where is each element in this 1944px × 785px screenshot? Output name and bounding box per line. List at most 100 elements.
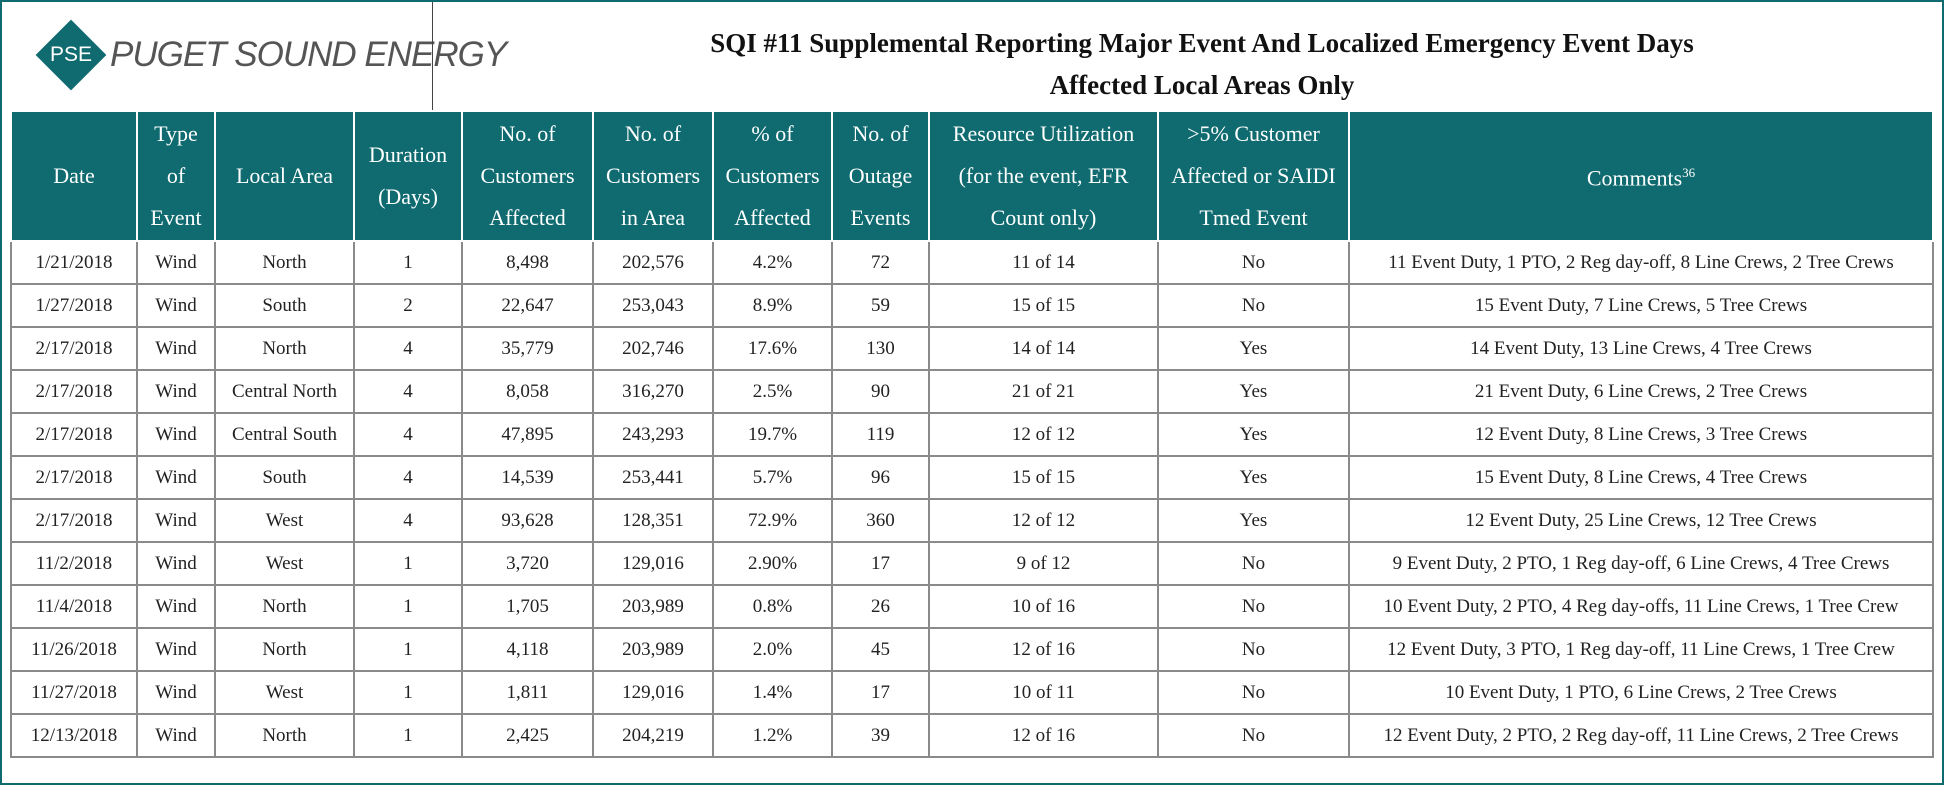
table-cell: 2/17/2018 <box>10 369 138 414</box>
logo-mark: PSE <box>35 19 107 91</box>
table-cell: 0.8% <box>712 584 833 629</box>
table-cell: 1 <box>353 713 463 758</box>
table-cell: 2/17/2018 <box>10 326 138 371</box>
header-line: Count only) <box>990 205 1097 230</box>
table-cell: 1/21/2018 <box>10 240 138 285</box>
table-cell: 2,425 <box>461 713 594 758</box>
table-cell: 1,705 <box>461 584 594 629</box>
header-line: (Days) <box>378 184 438 209</box>
header-line: No. of <box>852 121 909 146</box>
table-cell: 203,989 <box>592 627 714 672</box>
column-header: Local Area <box>214 110 355 242</box>
table-cell: 11 of 14 <box>928 240 1159 285</box>
table-row: 2/17/2018 Wind North 4 35,779 202,746 17.6% 130… <box>10 326 1934 371</box>
header-line: No. of <box>499 121 556 146</box>
table-cell: Wind <box>136 283 216 328</box>
table-row: 2/17/2018 Wind Central South 4 47,895 243,293… <box>10 412 1934 457</box>
table-cell: 1/27/2018 <box>10 283 138 328</box>
title: SQI #11 Supplemental Reporting Major Eve… <box>710 28 1694 58</box>
table-cell: Wind <box>136 713 216 758</box>
table-cell: North <box>214 713 355 758</box>
table-cell: 12 of 12 <box>928 412 1159 457</box>
table-cell: 204,219 <box>592 713 714 758</box>
table-cell: 1 <box>353 584 463 629</box>
header-line: Events <box>850 205 911 230</box>
table-cell: Wind <box>136 541 216 586</box>
table-cell: 12 Event Duty, 2 PTO, 2 Reg day-off, 11 … <box>1348 713 1934 758</box>
table-cell: 128,351 <box>592 498 714 543</box>
table-cell: 11 Event Duty, 1 PTO, 2 Reg day-off, 8 L… <box>1348 240 1934 285</box>
table-row: 12/13/2018 Wind North 1 2,425 204,219 1.2% 39 12… <box>10 713 1934 758</box>
table-cell: 130 <box>831 326 930 371</box>
column-header: Comments36 <box>1348 110 1934 242</box>
table-cell: 119 <box>831 412 930 457</box>
table-cell: South <box>214 283 355 328</box>
table-cell: Wind <box>136 627 216 672</box>
table-cell: 4,118 <box>461 627 594 672</box>
column-header: No. of Customers in Area <box>592 110 714 242</box>
table-cell: 316,270 <box>592 369 714 414</box>
table-cell: 19.7% <box>712 412 833 457</box>
column-header: No. of Customers Affected <box>461 110 594 242</box>
table-cell: 12 Event Duty, 3 PTO, 1 Reg day-off, 11 … <box>1348 627 1934 672</box>
table-cell: 129,016 <box>592 541 714 586</box>
header-line: Local Area <box>235 163 334 188</box>
table-cell: No <box>1157 541 1350 586</box>
table-cell: 1 <box>353 541 463 586</box>
header-line: Tmed Event <box>1199 205 1308 230</box>
table-cell: 4 <box>353 369 463 414</box>
table-cell: 14 of 14 <box>928 326 1159 371</box>
table-cell: Yes <box>1157 412 1350 457</box>
table-cell: 2 <box>353 283 463 328</box>
column-header: % of Customers Affected <box>712 110 833 242</box>
table-cell: 253,441 <box>592 455 714 500</box>
table-cell: 4 <box>353 455 463 500</box>
header-line: Event <box>150 205 202 230</box>
header-line: Customers <box>480 163 575 188</box>
table-cell: 9 of 12 <box>928 541 1159 586</box>
table-cell: 8,058 <box>461 369 594 414</box>
header-line: of <box>166 163 186 188</box>
table-cell: Central North <box>214 369 355 414</box>
table-cell: 5.7% <box>712 455 833 500</box>
table-cell: South <box>214 455 355 500</box>
logo: PSE PUGET SOUND ENERGY <box>35 19 507 91</box>
table-cell: 96 <box>831 455 930 500</box>
table-cell: 11/4/2018 <box>10 584 138 629</box>
table-cell: 202,746 <box>592 326 714 371</box>
table-cell: 2.5% <box>712 369 833 414</box>
table-cell: 26 <box>831 584 930 629</box>
table-cell: Wind <box>136 412 216 457</box>
table-cell: 59 <box>831 283 930 328</box>
column-header: Type of Event <box>136 110 216 242</box>
table-cell: Wind <box>136 498 216 543</box>
column-header: Resource Utilization (for the event, EFR C… <box>928 110 1159 242</box>
table-cell: 15 Event Duty, 7 Line Crews, 5 Tree Crew… <box>1348 283 1934 328</box>
header-line: Comments36 <box>1586 165 1696 191</box>
table-cell: 72 <box>831 240 930 285</box>
table-cell: 10 of 11 <box>928 670 1159 715</box>
table-cell: Wind <box>136 369 216 414</box>
table-cell: 3,720 <box>461 541 594 586</box>
table-cell: 12 of 16 <box>928 627 1159 672</box>
table-cell: 253,043 <box>592 283 714 328</box>
table-cell: 35,779 <box>461 326 594 371</box>
header-line: (for the event, EFR <box>958 163 1129 188</box>
header-line: Affected <box>734 205 811 230</box>
table-cell: 21 of 21 <box>928 369 1159 414</box>
table-cell: 2.0% <box>712 627 833 672</box>
table-cell: 8,498 <box>461 240 594 285</box>
table-cell: 1.4% <box>712 670 833 715</box>
header-line: Date <box>53 163 95 188</box>
table-cell: 17 <box>831 670 930 715</box>
table-row: 2/17/2018 Wind Central North 4 8,058 316,270 2… <box>10 369 1934 414</box>
table-cell: 9 Event Duty, 2 PTO, 1 Reg day-off, 6 Li… <box>1348 541 1934 586</box>
table-cell: 11/2/2018 <box>10 541 138 586</box>
header: PSE PUGET SOUND ENERGY SQI #11 Supplemen… <box>2 2 1942 110</box>
table-row: 1/21/2018 Wind North 1 8,498 202,576 4.2% 72 11 … <box>10 240 1934 285</box>
header-line: Type <box>154 121 198 146</box>
subtitle: Affected Local Areas Only <box>1049 70 1355 100</box>
table: Date Type of Event Local Area Duration (Days) N… <box>10 110 1934 758</box>
table-cell: 15 of 15 <box>928 283 1159 328</box>
table-row: 2/17/2018 Wind West 4 93,628 128,351 72.9% 360 1… <box>10 498 1934 543</box>
